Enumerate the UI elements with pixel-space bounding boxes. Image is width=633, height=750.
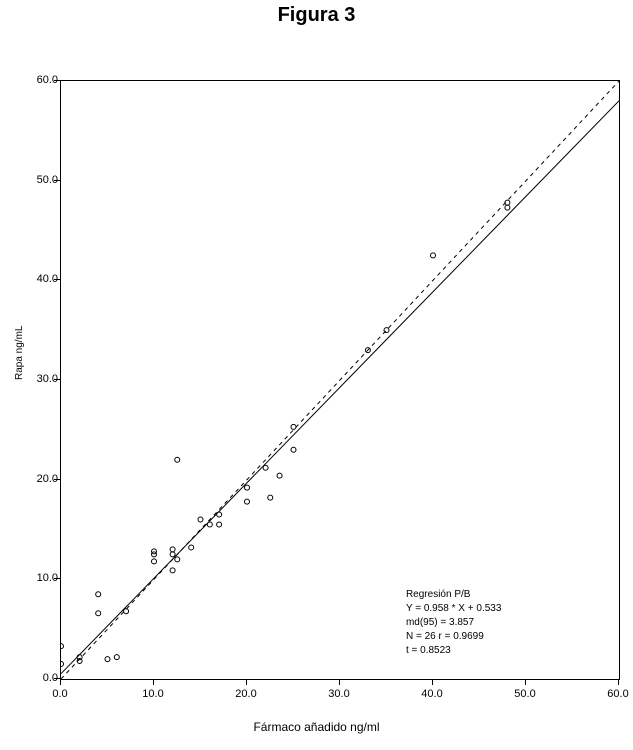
stats-line: md(95) = 3.857	[406, 616, 501, 630]
stats-line: N = 26 r = 0.9699	[406, 630, 501, 644]
plot-wrap	[60, 80, 620, 680]
data-point	[189, 545, 194, 550]
plot-area	[60, 80, 620, 680]
stats-line: Y = 0.958 * X + 0.533	[406, 602, 501, 616]
x-tick-mark	[339, 679, 340, 685]
data-point	[124, 609, 129, 614]
data-point	[207, 522, 212, 527]
data-point	[263, 465, 268, 470]
x-tick-mark	[432, 679, 433, 685]
data-point	[291, 447, 296, 452]
x-tick-mark	[525, 679, 526, 685]
regression-stats: Regresión P/BY = 0.958 * X + 0.533md(95)…	[406, 588, 501, 658]
data-point	[61, 662, 64, 667]
data-point	[245, 499, 250, 504]
data-point	[152, 559, 157, 564]
x-tick-label: 0.0	[52, 688, 67, 700]
chart-svg	[61, 81, 619, 679]
data-point	[170, 547, 175, 552]
x-tick-mark	[246, 679, 247, 685]
figure-title: Figura 3	[0, 4, 633, 27]
data-point	[198, 517, 203, 522]
x-axis-label: Fármaco añadido ng/ml	[0, 720, 633, 734]
x-tick-label: 20.0	[235, 688, 256, 700]
y-tick-label: 10.0	[37, 572, 58, 584]
data-point	[217, 522, 222, 527]
stats-line: t = 0.8523	[406, 644, 501, 658]
data-point	[170, 568, 175, 573]
data-point	[431, 253, 436, 258]
x-tick-mark	[153, 679, 154, 685]
x-tick-label: 30.0	[328, 688, 349, 700]
data-point	[61, 644, 64, 649]
regression-line	[61, 101, 619, 674]
data-point	[268, 495, 273, 500]
x-tick-mark	[618, 679, 619, 685]
y-tick-label: 50.0	[37, 174, 58, 186]
data-point	[291, 424, 296, 429]
data-point	[175, 557, 180, 562]
y-tick-label: 20.0	[37, 473, 58, 485]
data-point	[105, 657, 110, 662]
data-point	[217, 512, 222, 517]
y-tick-label: 0.0	[43, 672, 58, 684]
data-point	[277, 473, 282, 478]
identity-line	[61, 81, 619, 679]
data-point	[245, 485, 250, 490]
x-tick-label: 60.0	[607, 688, 628, 700]
data-point	[114, 655, 119, 660]
data-point	[505, 205, 510, 210]
data-point	[384, 328, 389, 333]
x-tick-mark	[60, 679, 61, 685]
data-point	[175, 457, 180, 462]
x-tick-label: 10.0	[142, 688, 163, 700]
x-tick-label: 50.0	[514, 688, 535, 700]
data-point	[170, 552, 175, 557]
y-tick-label: 60.0	[37, 74, 58, 86]
stats-line: Regresión P/B	[406, 588, 501, 602]
x-tick-label: 40.0	[421, 688, 442, 700]
y-axis-label: Rapa ng/mL	[14, 326, 25, 380]
data-point	[96, 592, 101, 597]
y-tick-label: 40.0	[37, 273, 58, 285]
y-tick-label: 30.0	[37, 373, 58, 385]
data-point	[96, 611, 101, 616]
